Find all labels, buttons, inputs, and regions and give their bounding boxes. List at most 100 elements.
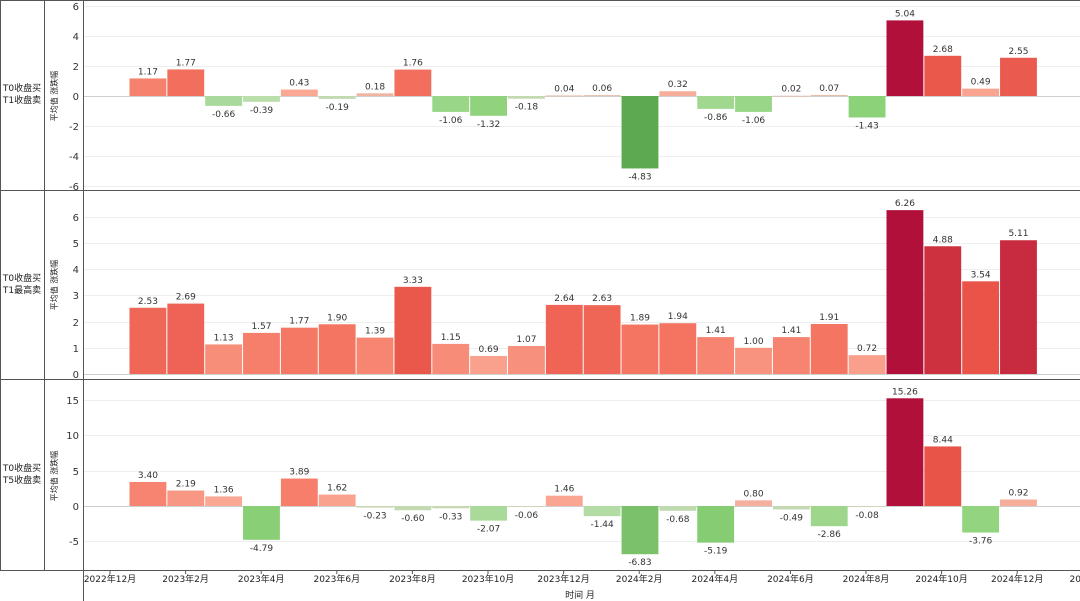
data-label: 0.49: [971, 78, 991, 88]
x-tick-label: 2024年2月: [616, 573, 663, 585]
data-label: -4.79: [250, 544, 274, 554]
data-label: 3.33: [403, 276, 423, 286]
bar: [129, 482, 167, 506]
data-label: 3.89: [289, 468, 309, 478]
bar: [318, 494, 356, 506]
bar: [356, 506, 394, 508]
bar: [470, 355, 507, 374]
bar: [1000, 57, 1037, 96]
data-label: -0.33: [439, 512, 462, 522]
x-axis-title: 时间 月: [565, 591, 595, 601]
y-tick-label: 6: [73, 2, 79, 13]
data-label: 2.55: [1008, 47, 1028, 57]
bar: [962, 281, 1000, 374]
data-label: -0.68: [666, 515, 690, 525]
data-label: 0.07: [819, 84, 839, 94]
data-label: 0.43: [289, 79, 309, 89]
y-axis-title: 平均值 涨跌幅: [49, 71, 59, 122]
data-label: 2.63: [592, 294, 612, 304]
x-tick-label: 2023年10月: [462, 573, 514, 585]
bar: [810, 506, 848, 527]
bar: [167, 490, 205, 506]
bar: [205, 96, 243, 106]
data-label: 2.64: [554, 294, 574, 304]
data-label: 1.77: [289, 317, 309, 327]
bar: [772, 506, 810, 510]
bar: [356, 337, 394, 374]
data-label: -5.19: [704, 547, 728, 557]
bar: [280, 327, 318, 374]
bar: [583, 506, 621, 517]
data-label: -6.83: [628, 558, 651, 568]
bar: [129, 78, 167, 96]
bar: [1000, 240, 1037, 374]
bar: [318, 96, 356, 99]
data-label: 1.89: [630, 314, 650, 324]
data-label: 3.54: [971, 270, 991, 280]
bar: [280, 89, 318, 96]
bar: [129, 307, 167, 374]
panel-row-label: T0收盘买 T5收盘卖: [0, 463, 44, 487]
data-label: 1.07: [516, 335, 536, 345]
data-label: 0.69: [479, 345, 499, 355]
x-tick-label: 2024年12月: [991, 573, 1043, 585]
bar: [659, 506, 697, 511]
x-tick-label: 2024年10月: [915, 573, 967, 585]
bar: [508, 345, 545, 374]
data-label: 15.26: [892, 387, 918, 397]
data-label: 5.11: [1008, 229, 1028, 239]
bar: [167, 69, 205, 96]
y-tick-label: -2: [69, 122, 79, 133]
bar: [243, 96, 280, 102]
data-label: 6.26: [895, 199, 915, 209]
data-label: -0.86: [704, 113, 728, 123]
bar: [545, 495, 583, 506]
panel-row-label-line: T0收盘买: [2, 273, 42, 284]
bar: [470, 96, 507, 116]
panel-row-label-line: T0收盘买: [2, 463, 42, 474]
bar: [243, 506, 280, 540]
bar: [205, 344, 243, 374]
x-tick-label: 2022年12月: [84, 573, 136, 585]
x-tick-label: 2023年4月: [238, 573, 285, 585]
data-label: -2.07: [477, 525, 500, 535]
y-tick-label: 15: [66, 396, 79, 407]
y-axis-title: 平均值 涨跌幅: [49, 451, 59, 502]
bar: [659, 323, 697, 374]
data-label: 1.36: [214, 485, 234, 495]
data-label: -0.66: [212, 110, 236, 120]
data-label: 0.80: [744, 489, 764, 499]
bar: [583, 305, 621, 374]
data-label: -0.06: [515, 511, 539, 521]
bar: [318, 324, 356, 374]
data-label: 2.68: [933, 45, 953, 55]
bar: [394, 506, 432, 511]
bar: [583, 95, 621, 97]
bar: [735, 347, 772, 374]
data-label: 1.77: [176, 58, 196, 68]
data-label: 3.40: [138, 471, 158, 481]
data-label: 1.94: [668, 312, 688, 322]
x-tick-label: 2023年12月: [537, 573, 589, 585]
data-label: -1.44: [590, 520, 614, 530]
bar: [848, 96, 886, 118]
panel-row-label-line: T5收盘卖: [2, 475, 42, 486]
bar: [886, 210, 924, 374]
bar: [356, 93, 394, 96]
bar: [243, 332, 280, 374]
panel-row-label-line: T1最高卖: [2, 285, 42, 296]
data-label: 4.88: [933, 235, 953, 245]
bar: [697, 337, 735, 374]
y-tick-label: 0: [73, 502, 79, 513]
data-label: 2.53: [138, 297, 158, 307]
bar: [697, 506, 735, 543]
data-label: 1.39: [365, 327, 385, 337]
bar: [886, 20, 924, 96]
data-label: 1.13: [214, 333, 234, 343]
data-label: -0.08: [855, 511, 879, 521]
bar: [848, 506, 886, 507]
data-label: 1.91: [819, 313, 839, 323]
y-tick-label: 3: [73, 291, 79, 302]
y-tick-label: 5: [73, 239, 79, 250]
